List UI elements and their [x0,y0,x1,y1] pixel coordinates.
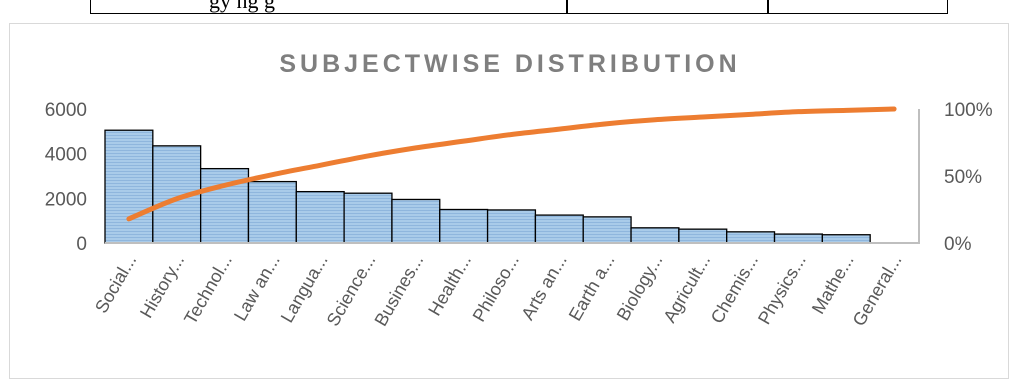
y-tick-label: 2000 [45,189,87,210]
x-tick-label: Philoso... [469,251,523,325]
bar [582,216,632,244]
chart-frame [9,23,1009,379]
y-tick-label: 4000 [45,145,87,166]
x-tick-label: Physics... [754,251,810,328]
bar [439,208,489,244]
x-tick-label: Biology... [613,251,667,324]
x-tick-label: Social... [91,251,140,316]
table-cell-divider [767,0,769,13]
x-tick-label: Agricult... [659,251,714,326]
y-axis-left: 0 2000 4000 6000 [45,100,87,255]
y-tick-label: 6000 [45,100,87,121]
bar [726,231,776,244]
table-cell-text: gy ng g [209,0,275,13]
x-tick-label: Law an... [230,251,284,324]
bar [391,198,441,244]
x-tick-label: History... [136,251,188,321]
x-tick-label: Arts an... [517,251,570,323]
chart-title: SUBJECTWISE DISTRIBUTION [279,50,740,78]
cumulative-line [126,106,897,222]
x-tick-label: Busines... [370,251,427,329]
bar [773,233,824,244]
bar [247,180,297,244]
bar [486,209,537,244]
x-tick-label: Health... [424,251,475,319]
y2-tick-label: 50% [944,167,982,188]
x-tick-label: Langua... [277,251,332,326]
x-tick-label: General... [849,251,906,329]
bar [295,190,345,244]
x-tick-label: Earth a... [565,251,619,324]
bar [343,192,393,244]
bar-series [104,129,871,244]
x-tick-label: Chemis... [707,251,762,327]
bar [630,227,680,244]
y-axis-right: 0% 50% 100% [944,100,993,255]
bar [821,234,871,244]
x-tick-label: Technol... [180,251,236,328]
bar [678,228,728,244]
y2-tick-label: 0% [944,234,972,255]
x-axis-labels: Social...History...Technol...Law an...La… [91,251,906,329]
table-fragment: gy ng g [90,0,948,14]
table-cell-divider [566,0,568,13]
y2-tick-label: 100% [944,100,993,121]
bar [104,129,154,244]
bar [534,214,584,244]
y-tick-label: 0 [76,234,87,255]
x-tick-label: Mathe... [808,251,858,317]
